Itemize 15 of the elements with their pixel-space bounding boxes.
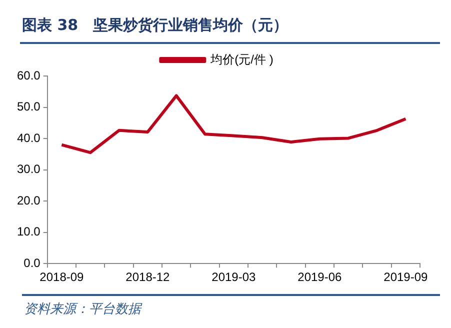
- chart-title: 图表 38 坚果炒货行业销售均价（元）: [22, 16, 288, 35]
- y-tick-label: 10.0: [16, 224, 41, 239]
- y-tick-label: 20.0: [16, 193, 41, 208]
- text: 资料来源：平台数据: [24, 301, 141, 318]
- x-tick-label: 2019-03: [212, 270, 256, 284]
- legend-label: 均价(元/件 ): [210, 52, 274, 66]
- x-tick-label: 2019-06: [298, 270, 342, 284]
- x-tick-label: 2018-09: [40, 270, 84, 284]
- y-tick-label: 60.0: [16, 68, 41, 82]
- y-tick-label: 40.0: [16, 130, 41, 145]
- y-tick-label: 0.0: [24, 256, 41, 270]
- x-tick-label: 2018-12: [126, 270, 170, 284]
- y-tick-label: 50.0: [16, 100, 41, 114]
- y-tick-label: 30.0: [16, 162, 41, 176]
- x-tick-label: 2019-09: [384, 270, 428, 284]
